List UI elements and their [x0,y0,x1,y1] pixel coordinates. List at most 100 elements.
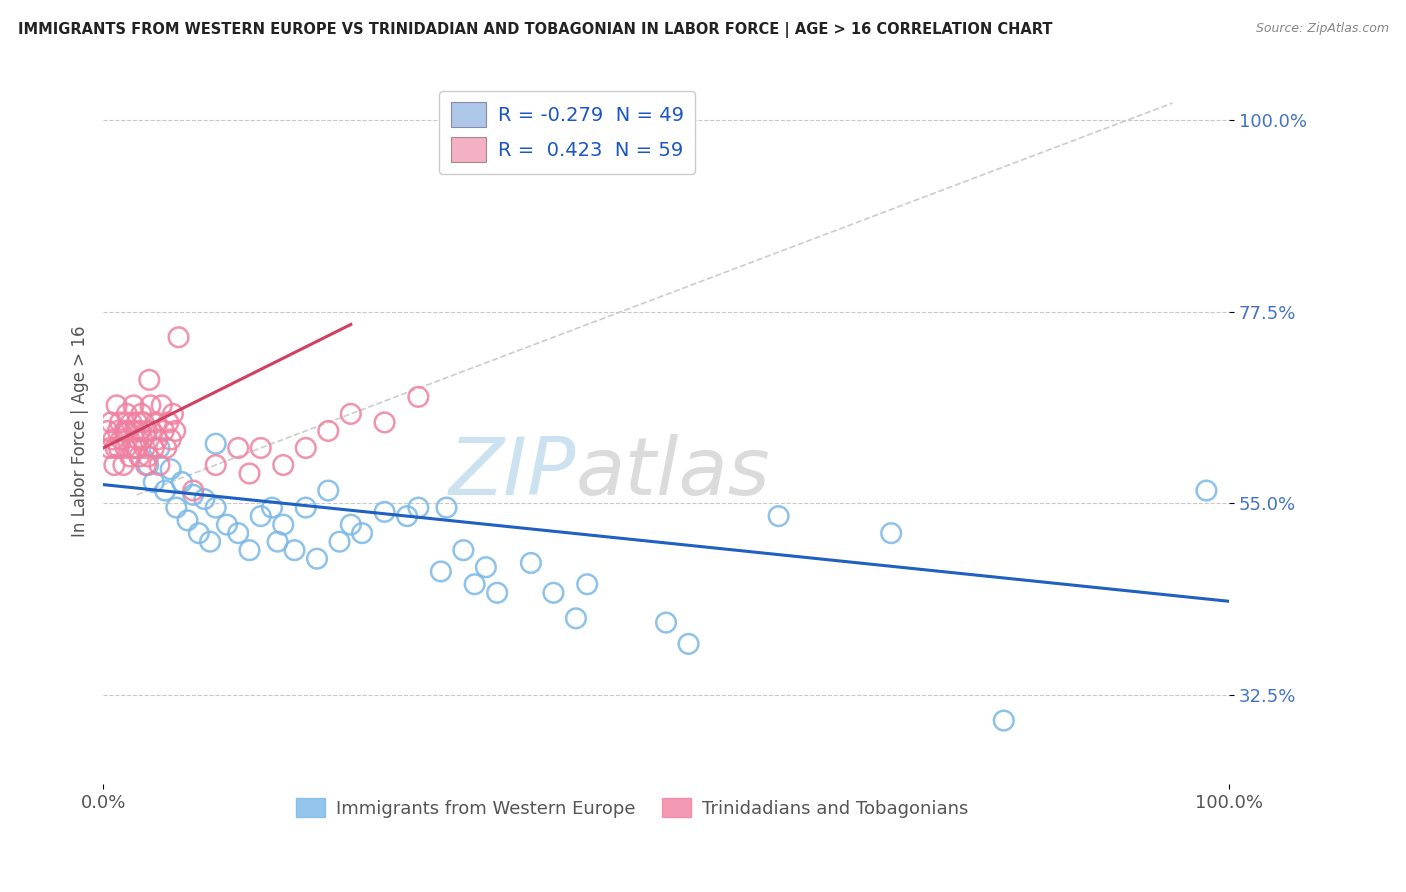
Point [565,611,588,625]
Point [114,441,136,455]
Text: atlas: atlas [576,434,770,512]
Point [127,433,149,447]
Point [374,416,396,430]
Point [138,373,160,387]
Point [104,441,127,455]
Point [148,458,170,472]
Point [136,424,159,438]
Point [142,475,165,489]
Point [135,458,157,472]
Point [464,577,486,591]
Point [128,450,150,464]
Point [125,441,148,455]
Point [148,441,170,455]
Point [576,577,599,591]
Point [159,433,181,447]
Point [430,565,453,579]
Point [117,424,139,438]
Point [100,416,122,430]
Point [98,441,121,455]
Point [198,534,221,549]
Point [408,500,430,515]
Point [122,398,145,412]
Point [165,424,187,438]
Point [181,483,204,498]
Point [655,615,678,630]
Point [408,390,430,404]
Point [107,424,129,438]
Point [271,458,294,472]
Point [768,509,790,524]
Point [139,398,162,412]
Point [238,467,260,481]
Point [543,586,565,600]
Point [486,586,509,600]
Point [316,483,339,498]
Point [112,458,135,472]
Point [340,517,363,532]
Point [204,436,226,450]
Point [108,416,131,430]
Point [120,416,142,430]
Point [167,330,190,344]
Point [396,509,419,524]
Point [146,433,169,447]
Point [159,462,181,476]
Point [305,551,328,566]
Point [165,500,187,515]
Point [115,407,138,421]
Point [131,433,153,447]
Point [993,714,1015,728]
Point [120,450,142,464]
Point [181,488,204,502]
Point [249,441,271,455]
Point [162,407,184,421]
Point [678,637,700,651]
Point [226,441,249,455]
Point [103,458,125,472]
Point [193,492,215,507]
Point [103,433,125,447]
Point [105,398,128,412]
Point [204,500,226,515]
Point [121,441,143,455]
Text: Source: ZipAtlas.com: Source: ZipAtlas.com [1256,22,1389,36]
Point [283,543,305,558]
Point [153,483,176,498]
Point [453,543,475,558]
Point [141,424,163,438]
Point [170,475,193,489]
Point [129,424,152,438]
Point [271,517,294,532]
Point [328,534,350,549]
Point [136,458,159,472]
Point [352,526,374,541]
Point [145,416,167,430]
Point [108,441,131,455]
Point [153,424,176,438]
Point [114,424,136,438]
Point [340,407,363,421]
Point [475,560,498,574]
Point [150,398,173,412]
Text: ZIP: ZIP [449,434,576,512]
Point [226,526,249,541]
Point [136,450,159,464]
Point [97,424,120,438]
Point [520,556,543,570]
Point [176,513,198,527]
Point [316,424,339,438]
Point [249,509,271,524]
Point [436,500,458,515]
Point [124,424,146,438]
Legend: Immigrants from Western Europe, Trinidadians and Tobagonians: Immigrants from Western Europe, Trinidad… [288,791,976,825]
Point [110,433,132,447]
Point [132,416,155,430]
Point [125,441,148,455]
Point [131,407,153,421]
Point [1195,483,1218,498]
Point [187,526,209,541]
Point [215,517,238,532]
Text: IMMIGRANTS FROM WESTERN EUROPE VS TRINIDADIAN AND TOBAGONIAN IN LABOR FORCE | AG: IMMIGRANTS FROM WESTERN EUROPE VS TRINID… [18,22,1053,38]
Y-axis label: In Labor Force | Age > 16: In Labor Force | Age > 16 [72,326,89,537]
